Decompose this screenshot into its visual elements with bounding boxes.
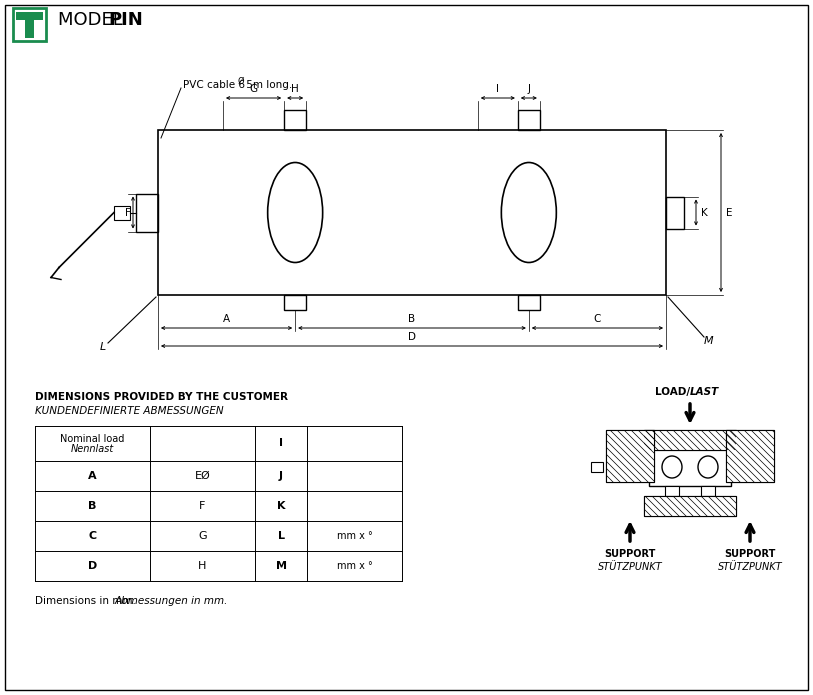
Text: SUPPORT: SUPPORT bbox=[604, 549, 656, 559]
Text: B: B bbox=[89, 501, 97, 511]
Text: H: H bbox=[198, 561, 207, 571]
Text: mm x °: mm x ° bbox=[337, 531, 372, 541]
Text: SUPPORT: SUPPORT bbox=[724, 549, 776, 559]
Text: C: C bbox=[593, 314, 601, 324]
Text: D: D bbox=[88, 561, 97, 571]
Bar bbox=[591, 462, 603, 472]
Bar bbox=[158, 130, 666, 295]
Text: 5m long.: 5m long. bbox=[243, 80, 292, 90]
Bar bbox=[15, 12, 43, 20]
Text: A: A bbox=[223, 314, 230, 324]
Text: LOAD/: LOAD/ bbox=[655, 387, 690, 397]
Bar bbox=[726, 430, 774, 482]
Text: Abmessungen in mm.: Abmessungen in mm. bbox=[115, 596, 228, 606]
Bar bbox=[649, 448, 731, 486]
Bar bbox=[518, 110, 540, 130]
Bar bbox=[606, 430, 654, 482]
Text: STÜTZPUNKT: STÜTZPUNKT bbox=[598, 562, 663, 572]
Bar bbox=[285, 295, 307, 310]
Text: I: I bbox=[497, 84, 499, 94]
Text: PVC cable 6: PVC cable 6 bbox=[183, 80, 245, 90]
Bar bbox=[13, 8, 46, 41]
Ellipse shape bbox=[662, 456, 682, 478]
Bar bbox=[518, 295, 540, 310]
Text: A: A bbox=[88, 471, 97, 481]
Text: M: M bbox=[704, 336, 714, 346]
Text: Dimensions in mm.: Dimensions in mm. bbox=[35, 596, 139, 606]
Text: PIN: PIN bbox=[108, 11, 143, 29]
Text: D: D bbox=[408, 332, 416, 342]
Text: MODEL: MODEL bbox=[58, 11, 128, 29]
Text: DIMENSIONS PROVIDED BY THE CUSTOMER: DIMENSIONS PROVIDED BY THE CUSTOMER bbox=[35, 392, 288, 402]
Ellipse shape bbox=[698, 456, 718, 478]
Text: Nennlast: Nennlast bbox=[71, 445, 114, 455]
Text: C: C bbox=[89, 531, 97, 541]
Bar bbox=[644, 496, 736, 516]
Text: K: K bbox=[701, 208, 708, 218]
Ellipse shape bbox=[267, 163, 323, 263]
Text: F: F bbox=[125, 208, 131, 218]
Bar bbox=[701, 438, 715, 448]
Text: LAST: LAST bbox=[690, 387, 720, 397]
Text: KUNDENDEFINIERTE ABMESSUNGEN: KUNDENDEFINIERTE ABMESSUNGEN bbox=[35, 406, 224, 416]
Text: B: B bbox=[408, 314, 415, 324]
Bar bbox=[726, 430, 774, 482]
Bar bbox=[665, 486, 679, 496]
Text: Ø: Ø bbox=[238, 77, 245, 86]
Bar bbox=[666, 197, 684, 229]
Text: E: E bbox=[726, 208, 733, 218]
Bar bbox=[644, 496, 736, 516]
Bar bbox=[701, 486, 715, 496]
Text: M: M bbox=[276, 561, 286, 571]
Bar bbox=[136, 193, 158, 231]
Bar bbox=[606, 430, 654, 482]
Text: G: G bbox=[250, 84, 258, 94]
Text: K: K bbox=[276, 501, 285, 511]
Bar bbox=[25, 20, 34, 38]
Text: EØ: EØ bbox=[194, 471, 211, 481]
Text: J: J bbox=[528, 84, 530, 94]
Bar bbox=[644, 430, 736, 450]
Text: F: F bbox=[199, 501, 206, 511]
Text: Nominal load: Nominal load bbox=[60, 434, 124, 443]
Text: G: G bbox=[198, 531, 207, 541]
Text: STÜTZPUNKT: STÜTZPUNKT bbox=[718, 562, 782, 572]
Ellipse shape bbox=[502, 163, 556, 263]
Text: mm x °: mm x ° bbox=[337, 561, 372, 571]
Text: L: L bbox=[277, 531, 285, 541]
Text: H: H bbox=[291, 84, 299, 94]
Bar bbox=[285, 110, 307, 130]
Text: L: L bbox=[100, 342, 107, 352]
Text: J: J bbox=[279, 471, 283, 481]
Bar bbox=[644, 430, 736, 450]
Bar bbox=[114, 206, 130, 220]
Bar bbox=[665, 438, 679, 448]
Text: I: I bbox=[279, 439, 283, 448]
